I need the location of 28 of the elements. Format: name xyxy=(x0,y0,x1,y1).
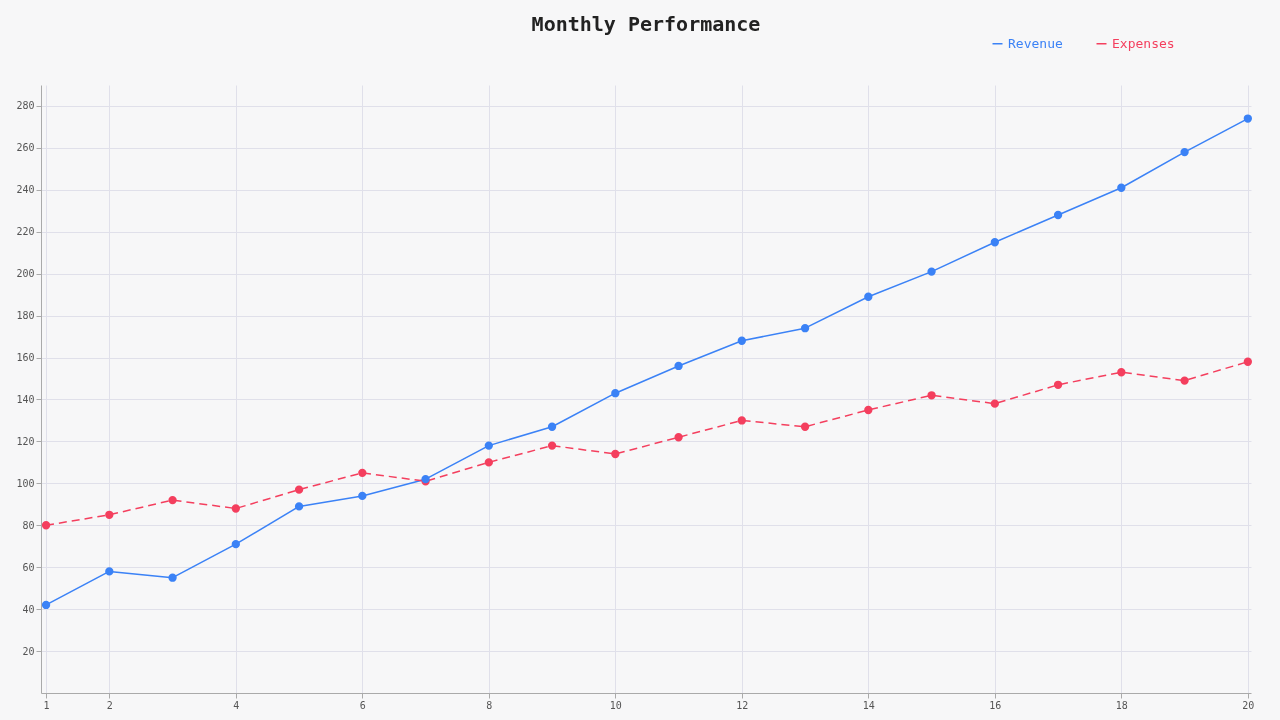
x-tick-label: 18 xyxy=(1115,699,1128,711)
y-tick-label: 280 xyxy=(16,100,35,112)
x-tick-label: 6 xyxy=(359,699,366,711)
x-tick-label: 16 xyxy=(989,699,1002,711)
y-tick-label: 200 xyxy=(16,268,35,280)
y-tick-label: 120 xyxy=(16,435,35,447)
y-tick-label: 80 xyxy=(22,519,35,531)
y-tick-label: 220 xyxy=(16,226,35,238)
x-tick-label: 12 xyxy=(736,699,749,711)
legend-label: Revenue xyxy=(1008,35,1063,51)
legend-label: Expenses xyxy=(1112,35,1175,51)
x-tick-label: 2 xyxy=(106,699,113,711)
y-tick-label: 160 xyxy=(16,352,35,364)
x-tick-label: 20 xyxy=(1242,699,1255,711)
x-tick-label: 10 xyxy=(609,699,622,711)
y-tick-label: 180 xyxy=(16,310,35,322)
y-tick-label: 40 xyxy=(22,603,35,615)
x-tick-label: 1 xyxy=(43,699,50,711)
y-tick-label: 260 xyxy=(16,142,35,154)
chart-title: Monthly Performance xyxy=(531,12,761,36)
x-tick-label: 8 xyxy=(486,699,493,711)
y-tick-label: 60 xyxy=(22,561,35,573)
y-tick-label: 100 xyxy=(16,477,35,489)
y-tick-label: 140 xyxy=(16,393,35,405)
x-tick-label: 14 xyxy=(862,699,875,711)
y-tick-label: 240 xyxy=(16,184,35,196)
x-tick-label: 4 xyxy=(233,699,240,711)
y-tick-label: 20 xyxy=(22,645,35,657)
